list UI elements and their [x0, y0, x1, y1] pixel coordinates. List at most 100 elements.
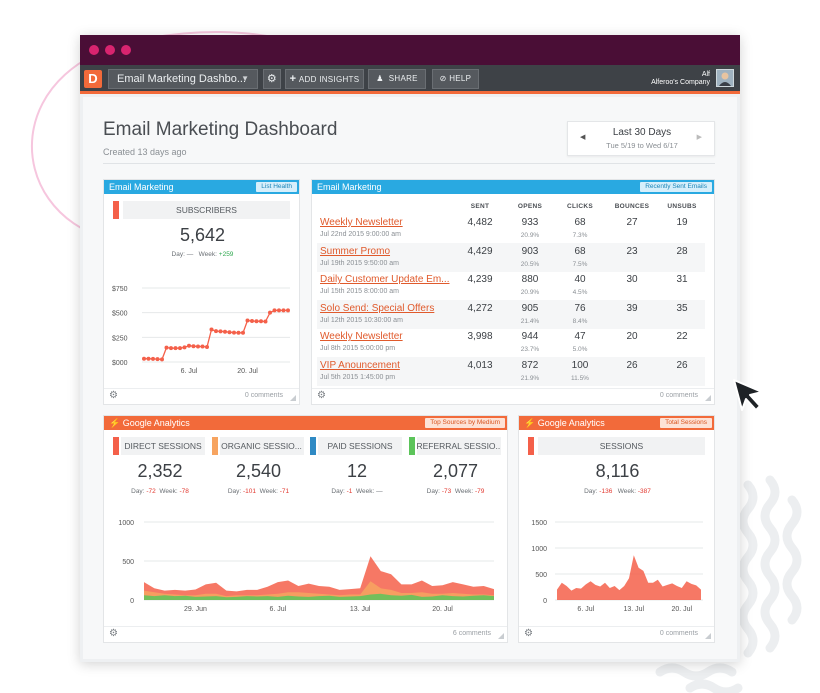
- email-opens: 944: [521, 331, 539, 343]
- previous-period-arrow-icon[interactable]: ◀: [580, 134, 586, 141]
- email-date: Jul 5th 2015 1:45:00 pm: [320, 374, 396, 381]
- email-name-link[interactable]: Weekly Newsletter: [320, 331, 403, 343]
- email-clicks: 76: [574, 302, 586, 314]
- email-sent: 3,998: [467, 331, 493, 343]
- gear-icon[interactable]: ⚙: [109, 390, 118, 401]
- resize-handle-icon[interactable]: [290, 395, 296, 401]
- email-name-link[interactable]: Daily Customer Update Em...: [320, 274, 450, 286]
- ga-sessions-widget: ⚡ Google Analytics Total Sessions SESSIO…: [518, 415, 715, 643]
- comments-count[interactable]: 6 comments: [452, 630, 491, 637]
- date-range-picker[interactable]: ◀ Last 30 Days Tue 5/19 to Wed 6/17 ▶: [567, 121, 715, 156]
- email-date: Jul 8th 2015 5:00:00 pm: [320, 345, 396, 353]
- data-point: [277, 308, 281, 313]
- table-row[interactable]: Weekly Newsletter Jul 8th 2015 5:00:00 pm…: [317, 328, 705, 357]
- day-label: Day:: [426, 488, 440, 495]
- resize-handle-icon[interactable]: [705, 395, 711, 401]
- ga-metric-label: ORGANIC SESSIO...: [219, 437, 304, 455]
- data-point: [200, 344, 205, 349]
- user-name: Alf: [701, 71, 710, 78]
- ga-sources-widget: ⚡ Google Analytics Top Sources by Medium…: [103, 415, 508, 643]
- comments-count[interactable]: 0 comments: [244, 392, 283, 399]
- sessions-chart: 1500 1000 500 0 6. Jul 13. Jul 20. Jul: [531, 520, 703, 613]
- data-point: [236, 330, 241, 335]
- share-button[interactable]: ♟ SHARE: [368, 69, 426, 89]
- top-sources-tag[interactable]: Top Sources by Medium: [425, 418, 505, 428]
- data-point: [169, 346, 173, 351]
- maximize-window-dot[interactable]: [121, 45, 131, 55]
- week-label: Week:: [159, 488, 178, 495]
- metric-color-bar: [528, 437, 534, 455]
- gear-icon[interactable]: ⚙: [317, 390, 326, 401]
- table-row[interactable]: VIP Anouncement Jul 5th 2015 1:45:00 pm 4,…: [317, 357, 705, 386]
- email-name-link[interactable]: Solo Send: Special Offers: [320, 302, 435, 314]
- email-unsubs: 22: [676, 331, 688, 343]
- minimize-window-dot[interactable]: [105, 45, 115, 55]
- email-name-link[interactable]: VIP Anouncement: [320, 360, 400, 371]
- avatar[interactable]: [716, 69, 734, 87]
- dashboard-select[interactable]: Email Marketing Dashbo... ▼: [108, 69, 258, 89]
- resize-handle-icon[interactable]: [705, 633, 711, 639]
- sessions-change: Day: -136 Week: -387: [519, 488, 716, 495]
- table-row[interactable]: Daily Customer Update Em... Jul 15th 2015…: [317, 271, 705, 300]
- data-point: [209, 327, 214, 332]
- user-menu[interactable]: Alf Alferoo's Company: [651, 71, 710, 87]
- y-tick-label: 0: [130, 598, 134, 605]
- app-toolbar: D Email Marketing Dashbo... ▼ ⚙ + ADD IN…: [80, 65, 740, 94]
- ga-metric-change: Day: -73 Week: -79: [409, 488, 503, 495]
- email-bounces: 39: [626, 302, 638, 314]
- table-row[interactable]: Solo Send: Special Offers Jul 12th 2015 1…: [317, 299, 705, 329]
- email-clicks: 100: [571, 360, 589, 371]
- email-opens: 872: [521, 360, 539, 371]
- app-logo[interactable]: D: [84, 70, 102, 88]
- widget-footer: ⚙ 0 comments: [312, 388, 714, 404]
- email-clicks-rate: 7.3%: [572, 232, 588, 239]
- email-clicks-rate: 5.0%: [572, 346, 588, 354]
- metric-color-bar: [310, 437, 316, 455]
- date-range-label: Last 30 Days: [612, 127, 672, 138]
- week-label: Week:: [454, 488, 474, 495]
- gear-icon[interactable]: ⚙: [109, 628, 118, 639]
- subscribers-chart: $750 $500 $250 $000 6. Jul 20. Jul: [112, 286, 290, 375]
- help-button[interactable]: ⊘ HELP: [432, 69, 479, 89]
- email-unsubs: 26: [676, 360, 688, 371]
- comments-count[interactable]: 0 comments: [659, 392, 698, 399]
- help-label: HELP: [449, 74, 472, 83]
- email-opens: 880: [521, 274, 539, 286]
- email-clicks: 68: [574, 245, 586, 257]
- list-health-tag[interactable]: List Health: [256, 182, 297, 192]
- widget-title: Google Analytics: [537, 418, 605, 428]
- data-point: [196, 344, 200, 349]
- day-label: Day:: [227, 488, 242, 495]
- table-row[interactable]: Summer Promo Jul 19th 2015 9:50:00 am 4,42…: [317, 242, 705, 272]
- email-clicks-rate: 8.4%: [572, 317, 588, 325]
- email-name-link[interactable]: Weekly Newsletter: [320, 217, 403, 228]
- next-period-arrow-icon[interactable]: ▶: [696, 134, 702, 141]
- day-value: -72: [146, 488, 156, 495]
- total-sessions-tag[interactable]: Total Sessions: [660, 418, 712, 428]
- email-opens-rate: 21.9%: [520, 375, 540, 382]
- metric-color-bar: [113, 437, 119, 455]
- email-name-link[interactable]: Summer Promo: [320, 245, 391, 257]
- ga-sources-chart: 1000 500 0 29. Jun 6. Jul 13. Jul 20. Jul: [118, 520, 494, 613]
- close-window-dot[interactable]: [89, 45, 99, 55]
- date-range-sub: Tue 5/19 to Wed 6/17: [606, 141, 678, 150]
- email-clicks-rate: 11.5%: [571, 375, 589, 382]
- sessions-area: [557, 555, 701, 600]
- widget-footer: ⚙ 6 comments: [104, 626, 507, 642]
- gear-icon[interactable]: ⚙: [524, 628, 533, 639]
- resize-handle-icon[interactable]: [498, 633, 504, 639]
- settings-button[interactable]: ⚙: [263, 69, 281, 89]
- week-value: -78: [179, 488, 189, 495]
- recent-emails-tag[interactable]: Recently Sent Emails: [640, 182, 712, 192]
- comments-count[interactable]: 0 comments: [659, 630, 698, 637]
- x-tick-label: 29. Jun: [184, 606, 207, 613]
- x-tick-label: 13. Jul: [350, 606, 371, 613]
- add-insights-button[interactable]: + ADD INSIGHTS: [285, 69, 364, 89]
- table-row[interactable]: Weekly Newsletter Jul 22nd 2015 9:00:00 a…: [317, 214, 705, 243]
- x-tick-label: 6. Jul: [577, 606, 594, 613]
- data-point: [263, 319, 268, 324]
- ga-metric-label: PAID SESSIONS: [318, 437, 402, 455]
- day-label: Day:: [131, 488, 145, 495]
- widget-header: Email Marketing List Health: [104, 180, 299, 194]
